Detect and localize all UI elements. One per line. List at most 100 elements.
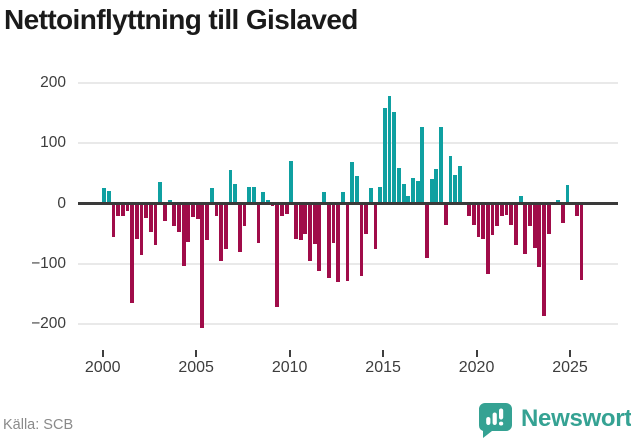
bar (289, 161, 294, 204)
bar (401, 183, 406, 204)
bar (448, 156, 453, 204)
bar (406, 195, 411, 204)
gridline-100 (78, 142, 618, 145)
bar (106, 191, 111, 204)
bar (336, 203, 340, 282)
bar (485, 203, 490, 275)
x-tick (569, 350, 572, 357)
bar (312, 203, 317, 244)
chart-title: Nettoinflyttning till Gislaved (4, 4, 358, 35)
y-axis-label: 100 (40, 134, 66, 152)
bar (251, 187, 256, 204)
bar (116, 203, 121, 217)
bar (294, 203, 298, 239)
bar (392, 111, 397, 204)
bar (518, 195, 523, 204)
bar (579, 203, 584, 280)
bar (233, 183, 238, 204)
bar (350, 162, 355, 204)
bar (195, 203, 200, 220)
y-axis-label: −100 (31, 254, 66, 272)
bar (280, 203, 284, 216)
bar (387, 96, 392, 204)
bar (471, 203, 476, 226)
bar (420, 126, 425, 204)
bar (500, 203, 504, 217)
bar (322, 192, 326, 204)
newsworthy-icon (479, 403, 512, 438)
x-axis-label: 2015 (365, 359, 401, 376)
bar (467, 203, 472, 217)
bar (397, 167, 401, 204)
bar (237, 203, 242, 252)
bar (266, 200, 270, 204)
bar (326, 203, 331, 278)
bar (181, 203, 186, 266)
bar (167, 200, 172, 204)
bar (256, 203, 261, 243)
bar (537, 203, 542, 267)
bar (275, 203, 280, 308)
y-axis-label: 0 (57, 194, 66, 212)
bar (209, 187, 214, 204)
bar (514, 203, 518, 245)
bar (200, 203, 205, 329)
bar (574, 203, 579, 217)
bar (205, 203, 209, 240)
plot-area: 200 100 0 −100 −200 2000 2005 2010 2015 2020 2025 (0, 60, 631, 376)
x-tick (382, 350, 385, 357)
bar (476, 203, 481, 238)
bar (457, 166, 462, 204)
bar (191, 203, 195, 217)
bar (368, 187, 373, 204)
bar (303, 203, 308, 235)
bar (439, 126, 443, 204)
bar (556, 200, 560, 204)
bar (434, 169, 439, 204)
bar (490, 203, 495, 236)
bar (415, 181, 420, 204)
bar (453, 174, 457, 204)
x-axis-label: 2000 (84, 359, 121, 376)
bar (130, 203, 135, 304)
bar (345, 203, 350, 281)
bar (177, 203, 181, 233)
bar (144, 203, 149, 218)
bar (163, 203, 167, 221)
bar (331, 203, 336, 244)
bar (308, 203, 312, 262)
bar (411, 178, 415, 204)
x-tick (101, 350, 104, 357)
bar (528, 203, 532, 226)
bar (532, 203, 537, 248)
bar (120, 203, 125, 216)
bar (542, 203, 546, 316)
bar (504, 203, 509, 215)
x-tick (288, 350, 291, 357)
bar (223, 203, 228, 249)
bar (186, 203, 191, 243)
bar (373, 203, 378, 249)
bar (354, 176, 359, 204)
bar (359, 203, 364, 276)
bar (247, 187, 252, 204)
bar (523, 203, 528, 254)
source-label: Källa: SCB (3, 417, 74, 433)
x-axis-label: 2010 (271, 359, 308, 376)
bar (153, 203, 158, 245)
gridline-−200 (78, 323, 618, 326)
bar (298, 203, 303, 241)
bar (560, 203, 565, 224)
bar (158, 182, 163, 204)
bar (481, 203, 486, 240)
bar (317, 203, 322, 272)
bar (214, 203, 219, 217)
bar (495, 203, 500, 226)
bar (228, 169, 233, 204)
bar (425, 203, 429, 259)
bar (111, 203, 116, 238)
bar (565, 184, 570, 204)
newsworthy-logo-text: Newsworthy (521, 405, 631, 432)
bar (149, 203, 153, 233)
newsworthy-logo: Newsworthy (478, 402, 631, 438)
